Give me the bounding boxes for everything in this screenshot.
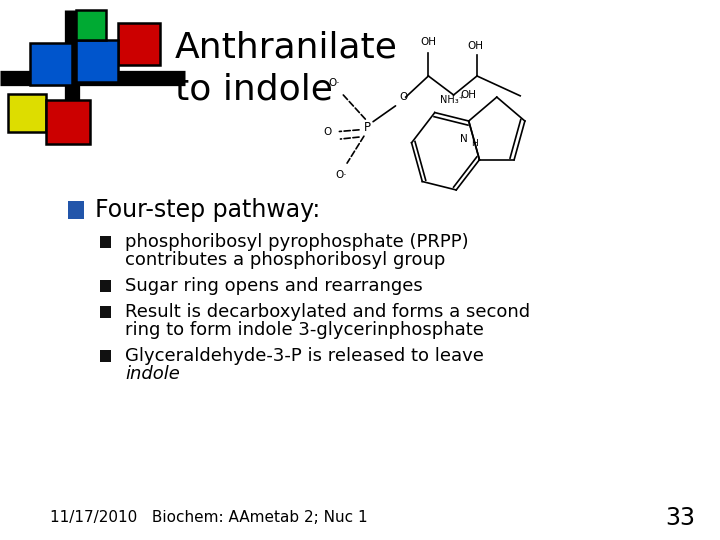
FancyBboxPatch shape [100,350,111,362]
FancyBboxPatch shape [30,43,72,85]
FancyBboxPatch shape [8,94,46,132]
Text: Four-step pathway:: Four-step pathway: [95,198,320,222]
Text: ring to form indole 3-glycerinphosphate: ring to form indole 3-glycerinphosphate [125,321,484,339]
Text: NH₃⁺: NH₃⁺ [440,95,464,105]
FancyBboxPatch shape [100,280,111,292]
Text: contributes a phosphoribosyl group: contributes a phosphoribosyl group [125,251,446,269]
FancyBboxPatch shape [118,23,160,65]
Text: O: O [399,92,408,102]
FancyBboxPatch shape [68,201,84,219]
FancyBboxPatch shape [76,10,106,40]
FancyBboxPatch shape [100,236,111,248]
Text: to indole: to indole [175,73,333,107]
FancyBboxPatch shape [76,40,118,82]
Text: O·: O· [336,170,347,180]
Text: OH: OH [467,40,483,51]
FancyBboxPatch shape [46,100,90,144]
Text: indole: indole [125,365,180,383]
Text: O·: O· [328,78,340,88]
Text: Glyceraldehyde-3-P is released to leave: Glyceraldehyde-3-P is released to leave [125,347,484,365]
Text: 33: 33 [665,506,695,530]
Text: 11/17/2010   Biochem: AAmetab 2; Nuc 1: 11/17/2010 Biochem: AAmetab 2; Nuc 1 [50,510,368,525]
Text: O: O [323,127,332,137]
Text: Anthranilate: Anthranilate [175,30,398,64]
FancyBboxPatch shape [100,306,111,318]
Text: Sugar ring opens and rearranges: Sugar ring opens and rearranges [125,277,423,295]
Text: N: N [460,134,468,144]
Text: P: P [364,121,371,134]
Text: Result is decarboxylated and forms a second: Result is decarboxylated and forms a sec… [125,303,530,321]
Text: OH: OH [420,37,436,48]
Text: OH: OH [461,90,477,100]
Text: phosphoribosyl pyrophosphate (PRPP): phosphoribosyl pyrophosphate (PRPP) [125,233,469,251]
Text: H: H [472,139,478,148]
